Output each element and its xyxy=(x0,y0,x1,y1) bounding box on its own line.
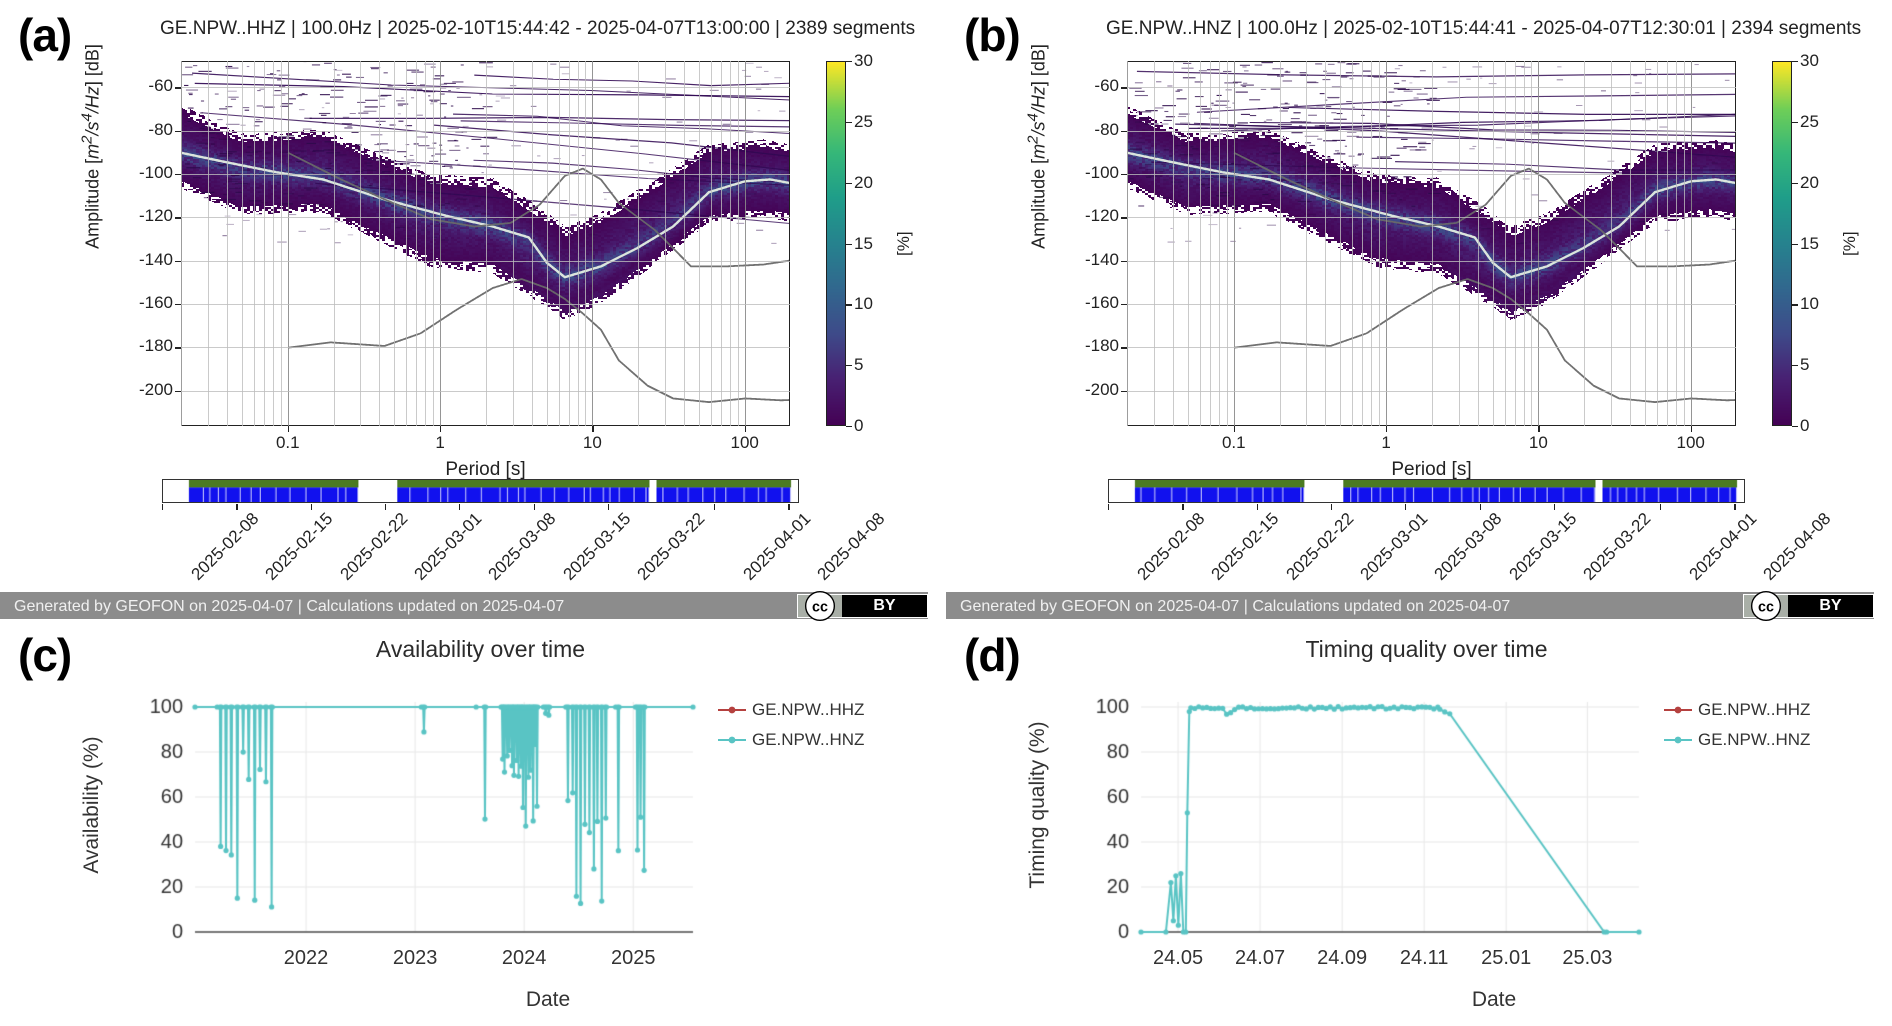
svg-text:cc: cc xyxy=(812,599,828,615)
svg-text:cc: cc xyxy=(1758,599,1774,615)
